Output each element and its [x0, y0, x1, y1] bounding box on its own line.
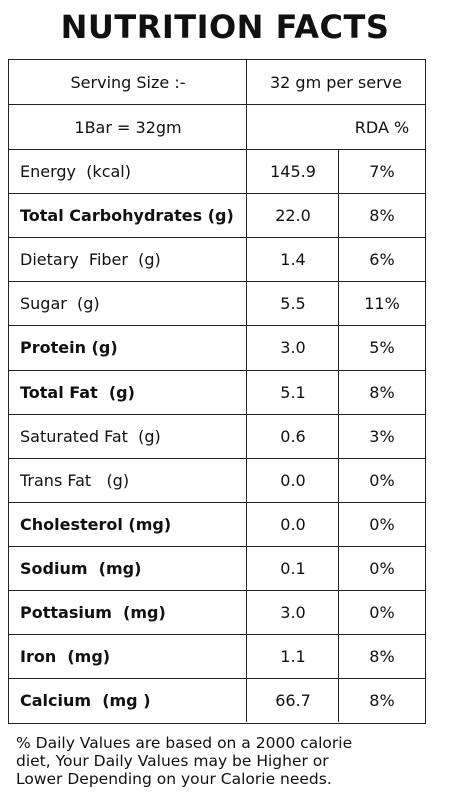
divider: [9, 590, 425, 591]
column-divider: [246, 60, 247, 722]
divider: [9, 325, 425, 327]
nutrient-name: Cholesterol (mg): [20, 514, 172, 534]
nutrient-name: Total Carbohydrates (g): [20, 206, 234, 226]
nutrition-table: Serving Size :- 32 gm per serve 1Bar = 3…: [8, 59, 426, 724]
serving-size-value: 32 gm per serve: [269, 72, 402, 92]
column-divider: [338, 149, 339, 722]
divider: [9, 237, 425, 239]
nutrient-rda: 8%: [369, 382, 395, 402]
nutrient-rda: 8%: [369, 647, 395, 667]
nutrient-value: 3.0: [280, 338, 306, 358]
divider: [9, 104, 425, 105]
nutrient-rda: 6%: [369, 250, 395, 270]
footer-line: diet, Your Daily Values may be Higher or: [16, 752, 329, 770]
footer-line: % Daily Values are based on a 2000 calor…: [16, 734, 353, 752]
nutrient-value: 0.6: [280, 426, 306, 446]
daily-values-note: % Daily Values are based on a 2000 calor…: [16, 734, 446, 788]
divider: [9, 457, 425, 459]
divider: [9, 281, 425, 283]
nutrient-rda: 0%: [369, 603, 395, 623]
nutrient-value: 0.1: [280, 558, 306, 578]
nutrient-value: 5.1: [280, 382, 306, 402]
nutrient-name: Calcium (mg ): [20, 691, 151, 711]
nutrient-rda: 3%: [369, 426, 395, 446]
nutrient-name: Trans Fat (g): [20, 470, 130, 490]
divider: [9, 634, 425, 636]
nutrient-rda: 5%: [369, 338, 395, 358]
page-title: NUTRITION FACTS: [60, 8, 390, 46]
nutrient-value: 0.0: [280, 514, 306, 534]
serving-size-label: Serving Size :-: [70, 72, 186, 92]
nutrient-value: 22.0: [275, 206, 311, 226]
nutrient-rda: 8%: [369, 206, 395, 226]
divider: [9, 193, 425, 195]
rda-header: RDA %: [354, 117, 410, 137]
divider: [9, 413, 425, 415]
nutrient-value: 1.1: [280, 647, 306, 667]
nutrient-name: Total Fat (g): [20, 382, 135, 402]
nutrient-value: 66.7: [275, 691, 311, 711]
nutrient-name: Energy (kcal): [20, 162, 131, 182]
nutrient-rda: 0%: [369, 558, 395, 578]
nutrient-name: Iron (mg): [20, 647, 111, 667]
nutrient-rda: 11%: [364, 294, 400, 314]
nutrient-value: 5.5: [280, 294, 306, 314]
nutrient-rda: 0%: [369, 470, 395, 490]
divider: [9, 545, 425, 547]
nutrient-name: Dietary Fiber (g): [20, 250, 161, 270]
divider: [9, 369, 425, 371]
subheader-value: [247, 105, 339, 149]
divider: [9, 501, 425, 503]
nutrient-rda: 0%: [369, 514, 395, 534]
nutrient-value: 0.0: [280, 470, 306, 490]
nutrient-value: 3.0: [280, 603, 306, 623]
nutrient-name: Sugar (g): [20, 294, 100, 314]
footer-line: Lower Depending on your Calorie needs.: [16, 770, 332, 788]
nutrient-name: Saturated Fat (g): [20, 426, 161, 446]
nutrient-name: Pottasium (mg): [20, 603, 166, 623]
nutrient-value: 1.4: [280, 250, 306, 270]
nutrient-rda: 8%: [369, 691, 395, 711]
nutrient-name: Sodium (mg): [20, 558, 142, 578]
divider: [9, 678, 425, 680]
divider: [9, 149, 425, 150]
nutrient-rda: 7%: [369, 162, 395, 182]
nutrient-name: Protein (g): [20, 338, 118, 358]
bar-weight-label: 1Bar = 32gm: [74, 117, 182, 137]
nutrient-value: 145.9: [270, 162, 316, 182]
